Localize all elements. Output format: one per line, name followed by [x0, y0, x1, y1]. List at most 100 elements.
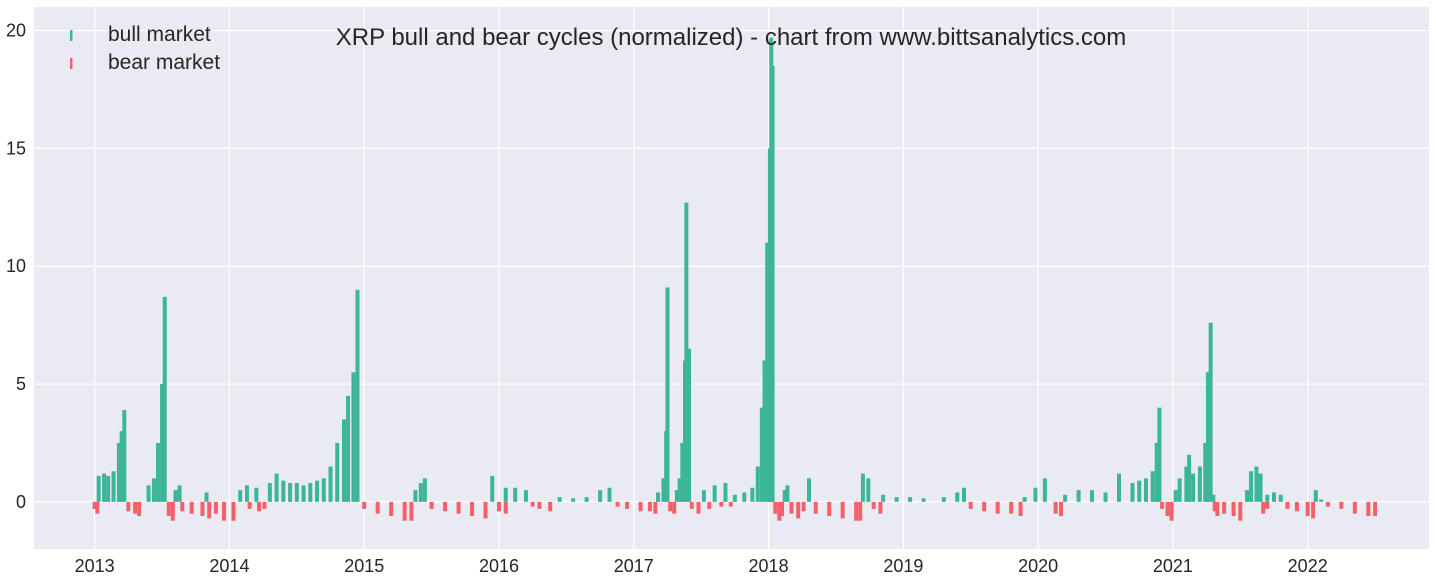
- legend-label-bear: bear market: [108, 51, 220, 74]
- bear-bar: [200, 501, 205, 517]
- bull-bar: [119, 431, 124, 502]
- chart-title: XRP bull and bear cycles (normalized) - …: [336, 24, 1127, 51]
- bull-bar: [866, 478, 871, 502]
- bull-bar: [661, 478, 666, 502]
- bars-layer: [92, 37, 1378, 521]
- bear-bar: [796, 501, 801, 519]
- bear-bar: [470, 501, 475, 517]
- bull-bar: [881, 494, 886, 502]
- bull-bar: [96, 475, 101, 502]
- bull-bar: [687, 348, 692, 502]
- bear-bar: [409, 501, 414, 521]
- legend: bull market bear market: [70, 23, 220, 74]
- bull-bar: [598, 490, 603, 502]
- bull-bar: [1117, 473, 1121, 502]
- x-tick-label: 2021: [1153, 556, 1193, 576]
- bull-bar: [1033, 487, 1038, 502]
- bear-bar: [537, 501, 542, 509]
- bull-bar: [355, 289, 360, 502]
- bear-bar: [1165, 501, 1170, 517]
- bear-bar: [1231, 501, 1236, 517]
- bear-bar: [456, 501, 461, 514]
- bear-bar: [429, 501, 434, 509]
- bull-bar: [1090, 490, 1095, 502]
- bull-bar: [712, 485, 717, 502]
- bull-bar: [490, 475, 495, 502]
- bear-bar: [827, 501, 832, 517]
- bull-bar: [146, 485, 151, 502]
- bear-bar: [719, 501, 724, 507]
- bull-bar: [351, 372, 356, 502]
- bull-bar: [584, 497, 589, 502]
- bull-bar: [244, 485, 249, 502]
- plot-background: [34, 7, 1429, 549]
- bear-bar: [207, 501, 212, 519]
- bear-bar: [389, 501, 394, 517]
- bull-bar: [1319, 499, 1324, 502]
- bear-bar: [92, 501, 97, 509]
- bull-bar: [762, 360, 767, 502]
- bull-bar: [301, 485, 306, 502]
- bear-bar: [483, 501, 488, 519]
- bull-bar: [860, 473, 865, 502]
- bear-bar: [1305, 501, 1310, 517]
- bull-bar: [151, 478, 156, 502]
- bull-bar: [116, 442, 121, 502]
- bull-bar: [677, 478, 682, 502]
- bull-bar: [962, 487, 966, 502]
- bull-bar: [523, 490, 528, 502]
- bull-bar: [1042, 478, 1047, 502]
- bear-bar: [995, 501, 1000, 514]
- x-tick-label: 2015: [344, 556, 384, 576]
- bull-bar: [177, 485, 182, 502]
- bear-bar: [1294, 501, 1299, 512]
- bear-bar: [689, 501, 694, 509]
- bull-bar: [1205, 372, 1210, 502]
- bull-bar: [328, 466, 333, 502]
- bear-bar: [375, 501, 380, 514]
- bull-bar: [321, 478, 326, 502]
- bear-bar: [222, 501, 227, 521]
- bear-bar: [247, 501, 252, 509]
- bull-bar: [122, 409, 127, 502]
- bull-bar: [759, 407, 764, 502]
- bear-bar: [789, 501, 794, 514]
- bear-bar: [780, 501, 785, 517]
- bull-bar: [513, 487, 518, 502]
- bear-bar: [1352, 501, 1357, 514]
- bear-bar: [707, 501, 712, 509]
- bull-bar: [1272, 492, 1276, 502]
- legend-swatch-bear: [70, 58, 73, 69]
- x-axis: 2013 2014 2015 2016 2017 2018 2019 2020 2021 2022: [75, 556, 1328, 576]
- bear-bar: [1160, 501, 1165, 509]
- bear-bar: [773, 501, 778, 514]
- bear-bar: [647, 501, 652, 512]
- bull-bar: [1173, 490, 1178, 502]
- bull-bar: [656, 492, 661, 502]
- bear-bar: [1285, 501, 1290, 509]
- bull-bar: [785, 485, 790, 502]
- bull-bar: [422, 478, 427, 502]
- bear-bar: [1018, 501, 1023, 517]
- bear-bar: [1238, 501, 1243, 521]
- bear-bar: [126, 501, 131, 512]
- bull-bar: [807, 478, 811, 502]
- legend-swatch-bull: [70, 30, 73, 41]
- bull-bar: [908, 497, 913, 502]
- bull-bar: [106, 475, 111, 502]
- bear-bar: [1212, 501, 1217, 512]
- bull-bar: [267, 483, 272, 502]
- bull-bar: [1211, 494, 1216, 502]
- bear-bar: [638, 501, 643, 512]
- bull-bar: [684, 202, 689, 502]
- bull-bar: [1154, 442, 1159, 502]
- bull-bar: [254, 487, 259, 502]
- bull-bar: [955, 492, 960, 502]
- bull-bar: [674, 490, 679, 502]
- bull-bar: [281, 480, 286, 502]
- bear-bar: [503, 501, 508, 514]
- bear-bar: [1215, 501, 1220, 517]
- bull-bar: [921, 498, 926, 502]
- y-tick-label: 10: [6, 256, 26, 276]
- bear-bar: [137, 501, 142, 517]
